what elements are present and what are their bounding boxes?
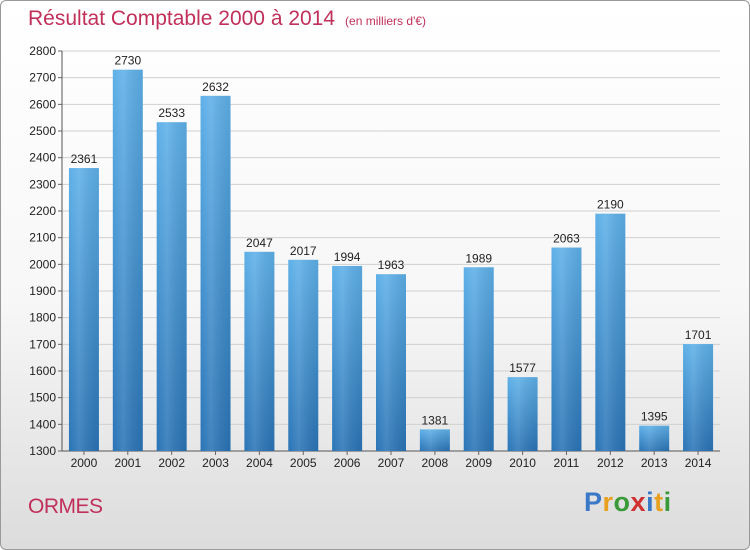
bar-shine <box>639 425 670 451</box>
bar-shine <box>200 95 231 452</box>
y-tick-label: 1700 <box>29 337 56 351</box>
x-tick-label: 2004 <box>246 456 273 470</box>
logo-letter: i <box>646 487 655 517</box>
bar-shine <box>507 377 538 451</box>
bar-value-label: 1381 <box>422 413 449 427</box>
bar-value-label: 2361 <box>71 152 98 166</box>
y-tick-label: 2800 <box>29 44 56 58</box>
x-tick-label: 2007 <box>378 456 405 470</box>
bar-value-label: 1577 <box>509 361 536 375</box>
bar-shine <box>463 267 494 451</box>
x-tick-label: 2000 <box>71 456 98 470</box>
y-tick-label: 2400 <box>29 151 56 165</box>
bar-shine <box>112 69 143 452</box>
y-tick-label: 1500 <box>29 391 56 405</box>
logo-letter: i <box>663 487 672 517</box>
bar-value-label: 2047 <box>246 236 273 250</box>
bar-value-label: 2063 <box>553 232 580 246</box>
logo-letter: o <box>613 487 631 517</box>
title-text: Résultat Comptable 2000 à 2014 <box>28 7 336 30</box>
logo-letter: x <box>630 487 647 517</box>
y-tick-label: 2700 <box>29 71 56 85</box>
logo-letter: r <box>602 487 614 517</box>
y-tick-label: 1900 <box>29 284 56 298</box>
y-tick-label: 1400 <box>29 417 56 431</box>
x-tick-label: 2005 <box>290 456 317 470</box>
y-tick-label: 2100 <box>29 231 56 245</box>
x-tick-label: 2010 <box>509 456 536 470</box>
commune-name: ORMES <box>28 495 103 518</box>
y-tick-label: 1800 <box>29 311 56 325</box>
bar-value-label: 2632 <box>202 80 229 94</box>
y-tick-label: 1600 <box>29 364 56 378</box>
bar-shine <box>288 259 319 451</box>
unit-label: (en milliers d'€) <box>345 14 427 28</box>
proxiti-logo: Proxiti <box>584 487 672 518</box>
x-tick-label: 2006 <box>334 456 361 470</box>
x-tick-label: 2013 <box>641 456 668 470</box>
bar-value-label: 1989 <box>465 251 492 265</box>
y-tick-label: 1300 <box>29 444 56 458</box>
y-tick-label: 2500 <box>29 124 56 138</box>
bar-shine <box>376 274 406 451</box>
bar-shine <box>332 265 363 451</box>
bar-shine <box>595 213 626 451</box>
x-tick-label: 2001 <box>114 456 141 470</box>
chart-title: Résultat Comptable 2000 à 2014 (en millie… <box>28 7 426 31</box>
x-tick-label: 2009 <box>465 456 492 470</box>
x-tick-label: 2003 <box>202 456 229 470</box>
bar-value-label: 1994 <box>334 250 361 264</box>
y-tick-label: 2200 <box>29 204 56 218</box>
bar-value-label: 2190 <box>597 198 624 212</box>
bar-value-label: 2730 <box>114 54 141 68</box>
bar-shine <box>156 122 187 451</box>
bar-shine <box>68 168 99 452</box>
bar-shine <box>683 344 714 451</box>
bar-shine <box>551 247 582 451</box>
bar-value-label: 2017 <box>290 244 317 258</box>
bar-value-label: 1701 <box>685 328 712 342</box>
x-tick-label: 2012 <box>597 456 624 470</box>
logo-letter: t <box>654 487 664 517</box>
y-tick-label: 2000 <box>29 257 56 271</box>
x-tick-label: 2011 <box>554 456 580 470</box>
bar-value-label: 1395 <box>641 410 668 424</box>
bar-value-label: 2533 <box>158 106 185 120</box>
x-tick-label: 2008 <box>422 456 449 470</box>
bar-value-label: 1963 <box>378 258 405 272</box>
x-tick-label: 2014 <box>685 456 712 470</box>
bar-shine <box>419 429 450 451</box>
x-tick-label: 2002 <box>158 456 185 470</box>
logo-letter: P <box>584 487 603 517</box>
bar-shine <box>244 251 275 451</box>
y-tick-label: 2300 <box>29 177 56 191</box>
y-tick-label: 2600 <box>29 97 56 111</box>
